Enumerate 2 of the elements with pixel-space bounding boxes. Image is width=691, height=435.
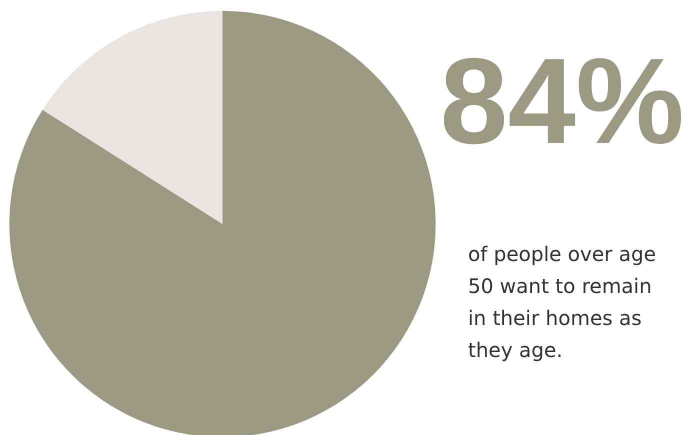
text: of people over age 50 want to remain in their homes as they age. xyxy=(468,241,657,364)
text: 84% xyxy=(440,33,686,169)
